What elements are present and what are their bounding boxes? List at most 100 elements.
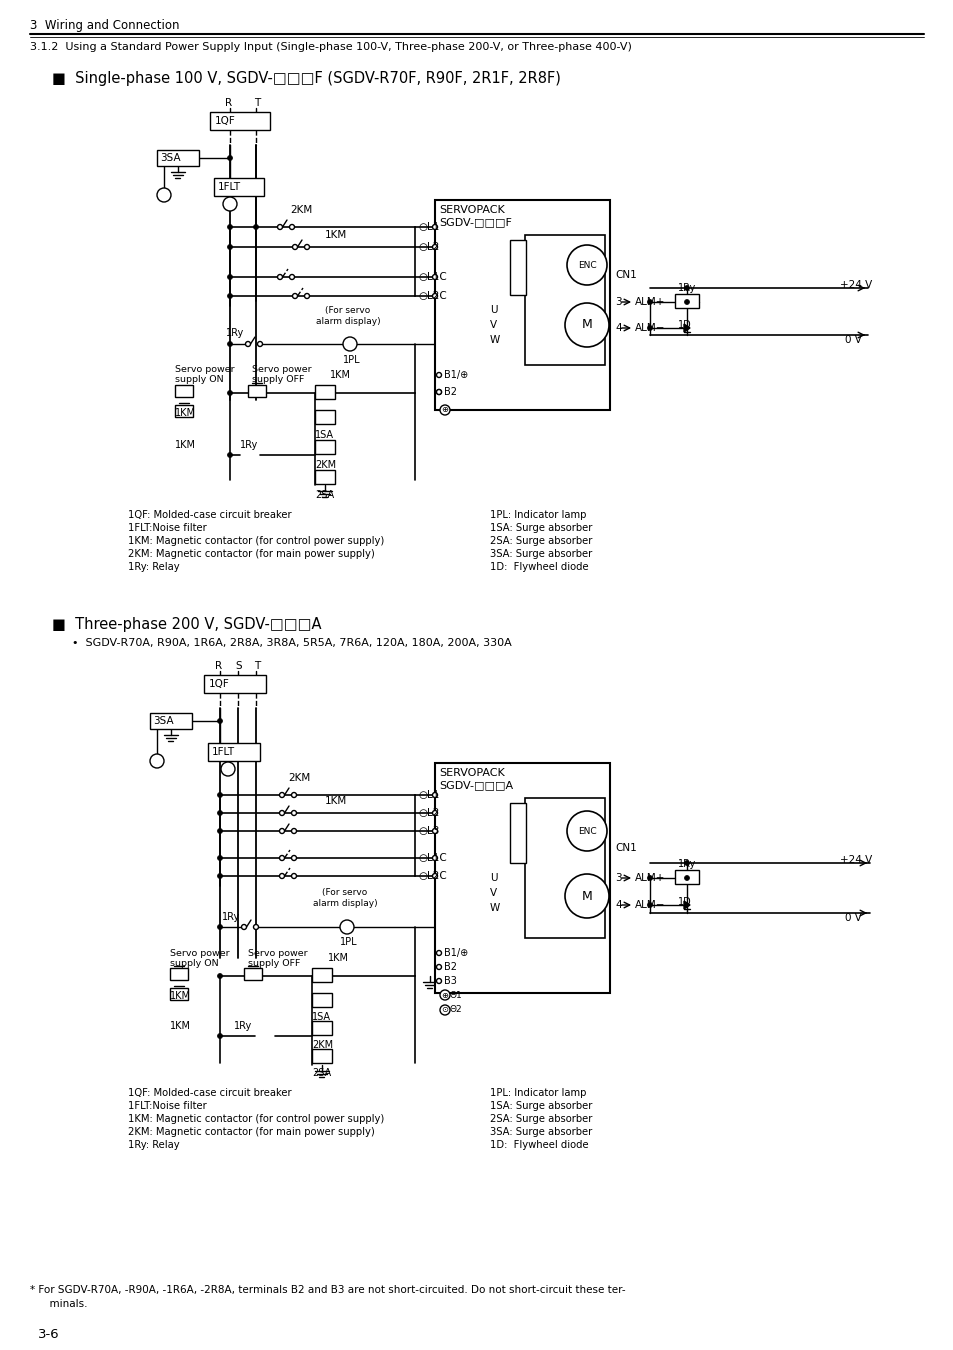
Text: Servo power: Servo power (170, 949, 230, 957)
Bar (312, 994, 332, 1007)
Text: 2KM: 2KM (314, 460, 335, 470)
Text: 4: 4 (615, 323, 621, 333)
Bar (174, 385, 193, 397)
Text: M: M (581, 319, 592, 332)
Text: B3: B3 (443, 976, 456, 986)
Text: Servo power: Servo power (174, 366, 234, 374)
Text: U: U (490, 305, 497, 315)
Bar (435, 763, 609, 994)
Text: 1SA: Surge absorber: 1SA: Surge absorber (490, 1102, 592, 1111)
Text: 1KM: Magnetic contactor (for control power supply): 1KM: Magnetic contactor (for control pow… (128, 536, 384, 545)
Text: 1QF: 1QF (214, 116, 235, 126)
Text: ⊙: ⊙ (441, 1006, 448, 1014)
Text: 1Ry: 1Ry (233, 1021, 252, 1031)
Text: 1PL: Indicator lamp: 1PL: Indicator lamp (490, 1088, 586, 1098)
Text: 3: 3 (615, 297, 621, 306)
Text: V: V (490, 320, 497, 329)
Circle shape (217, 925, 222, 930)
Bar (150, 713, 192, 729)
Circle shape (217, 973, 222, 979)
Text: 3-6: 3-6 (38, 1328, 60, 1342)
Circle shape (221, 761, 234, 776)
Text: T: T (253, 99, 260, 108)
Bar (244, 968, 262, 980)
Text: 1PL: 1PL (339, 937, 357, 946)
Text: 3.1.2  Using a Standard Power Supply Input (Single-phase 100-V, Three-phase 200-: 3.1.2 Using a Standard Power Supply Inpu… (30, 42, 631, 53)
Text: M: M (581, 890, 592, 903)
Circle shape (432, 274, 437, 279)
Circle shape (432, 873, 437, 879)
Text: 4: 4 (615, 900, 621, 910)
Text: 1SA: Surge absorber: 1SA: Surge absorber (490, 522, 592, 533)
Text: 1KM: 1KM (325, 230, 347, 240)
Circle shape (279, 829, 284, 833)
Bar (675, 869, 699, 884)
Circle shape (223, 197, 236, 211)
Circle shape (257, 342, 262, 347)
Text: 2KM: Magnetic contactor (for main power supply): 2KM: Magnetic contactor (for main power … (128, 549, 375, 559)
Circle shape (432, 856, 437, 860)
Text: ⊕: ⊕ (441, 991, 448, 999)
Circle shape (279, 810, 284, 815)
Circle shape (684, 876, 689, 880)
Text: Servo power: Servo power (248, 949, 307, 957)
Text: 1SA: 1SA (314, 431, 334, 440)
Text: ALM+: ALM+ (635, 297, 664, 306)
Circle shape (217, 829, 222, 833)
Text: SERVOPACK: SERVOPACK (438, 205, 504, 215)
Circle shape (150, 755, 164, 768)
Bar (213, 178, 264, 196)
Polygon shape (683, 324, 689, 332)
Text: SGDV-□□□F: SGDV-□□□F (438, 217, 512, 227)
Text: alarm display): alarm display) (313, 899, 377, 909)
Text: 1Ry: 1Ry (222, 913, 240, 922)
Circle shape (289, 274, 294, 279)
Circle shape (227, 342, 233, 347)
Bar (248, 385, 266, 397)
Text: 2KM: 2KM (288, 774, 310, 783)
Circle shape (227, 452, 233, 458)
Circle shape (293, 244, 297, 250)
Bar (314, 440, 335, 454)
Text: U: U (490, 873, 497, 883)
Circle shape (647, 300, 652, 305)
Text: Θ2: Θ2 (450, 1006, 462, 1014)
Text: 1KM: 1KM (170, 1021, 191, 1031)
Text: +24 V: +24 V (840, 279, 871, 290)
Text: * For SGDV-R70A, -R90A, -1R6A, -2R8A, terminals B2 and B3 are not short-circuite: * For SGDV-R70A, -R90A, -1R6A, -2R8A, te… (30, 1285, 625, 1295)
Text: 2KM: Magnetic contactor (for main power supply): 2KM: Magnetic contactor (for main power … (128, 1127, 375, 1137)
Circle shape (217, 810, 222, 815)
Text: 1Ry: 1Ry (678, 859, 696, 869)
Text: ○L2: ○L2 (417, 809, 439, 818)
Text: 2KM: 2KM (312, 1040, 333, 1050)
Text: B2: B2 (443, 387, 456, 397)
Text: 1Ry: Relay: 1Ry: Relay (128, 1139, 179, 1150)
Circle shape (647, 325, 652, 331)
Text: 1KM: Magnetic contactor (for control power supply): 1KM: Magnetic contactor (for control pow… (128, 1114, 384, 1125)
Text: ⊕: ⊕ (441, 405, 448, 414)
Text: 3SA: 3SA (160, 153, 180, 163)
Bar (157, 150, 199, 166)
Text: 1Ry: Relay: 1Ry: Relay (128, 562, 179, 572)
Bar (675, 294, 699, 308)
Text: ○L1: ○L1 (417, 790, 439, 801)
Circle shape (292, 829, 296, 833)
Text: minals.: minals. (43, 1299, 88, 1310)
Text: 1QF: Molded-case circuit breaker: 1QF: Molded-case circuit breaker (128, 510, 292, 520)
Text: 2SA: 2SA (314, 490, 334, 500)
Bar (510, 240, 525, 296)
Text: 3SA: Surge absorber: 3SA: Surge absorber (490, 549, 592, 559)
Circle shape (241, 925, 246, 930)
Text: SGDV-□□□A: SGDV-□□□A (438, 780, 513, 790)
Text: 1FLT:Noise filter: 1FLT:Noise filter (128, 522, 207, 533)
Text: ○L2C: ○L2C (417, 292, 446, 301)
Circle shape (647, 876, 652, 880)
Circle shape (292, 873, 296, 879)
Text: R: R (214, 662, 222, 671)
Circle shape (277, 274, 282, 279)
Circle shape (292, 810, 296, 815)
Text: 0 V: 0 V (844, 913, 861, 923)
Text: ■  Three-phase 200 V, SGDV-□□□A: ■ Three-phase 200 V, SGDV-□□□A (52, 617, 321, 633)
Circle shape (436, 390, 441, 394)
Text: 1QF: Molded-case circuit breaker: 1QF: Molded-case circuit breaker (128, 1088, 292, 1098)
